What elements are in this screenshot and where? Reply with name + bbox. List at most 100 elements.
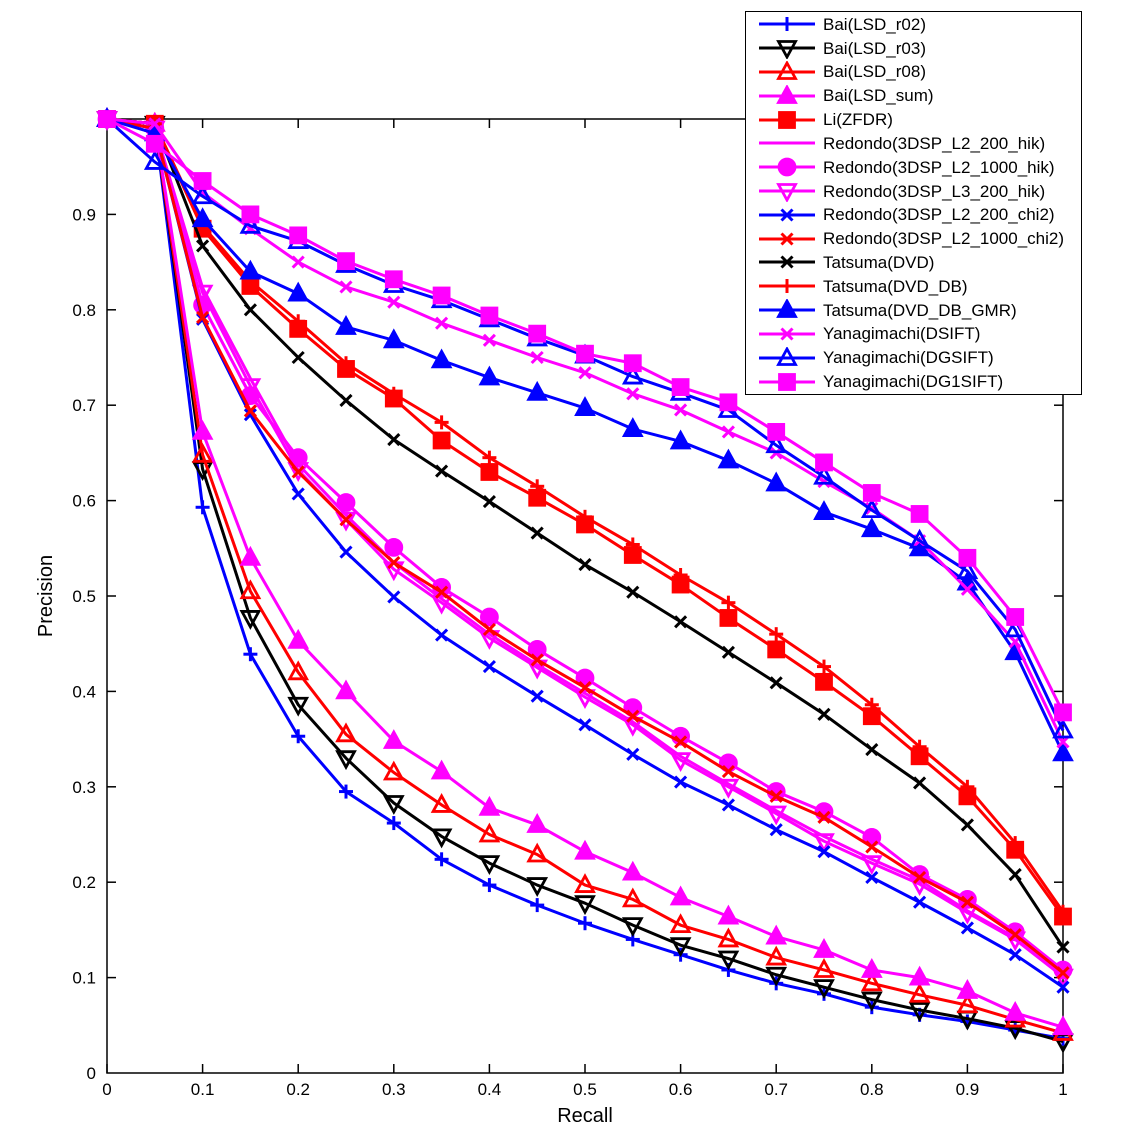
series-marker [382, 328, 405, 349]
legend-item: Redondo(3DSP_L2_1000_hik) [746, 156, 1081, 179]
series-marker [578, 718, 592, 732]
series-marker [482, 450, 497, 465]
series-marker [1056, 940, 1070, 954]
series-marker [432, 431, 451, 450]
legend-marker [780, 232, 794, 246]
series-marker [387, 295, 401, 309]
legend-item: Bai(LSD_r03) [746, 37, 1081, 60]
x-tick-label: 1 [1058, 1080, 1067, 1099]
series-marker [387, 590, 401, 604]
series-marker [434, 415, 449, 430]
legend-marker [776, 183, 798, 202]
series-marker [765, 471, 788, 492]
series-marker [769, 823, 783, 837]
series-marker [817, 810, 831, 824]
series-marker [960, 895, 974, 909]
legend-item: Yanagimachi(DGSIFT) [746, 346, 1081, 369]
y-tick-label: 0.1 [72, 969, 96, 988]
legend-sample [759, 17, 815, 32]
series-marker [387, 556, 401, 570]
series-marker [291, 487, 305, 501]
series-marker [721, 798, 735, 812]
series-marker [430, 793, 453, 813]
series-marker [530, 479, 545, 494]
series-marker [339, 356, 353, 371]
series-marker [191, 207, 214, 228]
series-marker [432, 286, 451, 305]
series-Bai(LSD_r03) [96, 111, 1074, 1054]
series-marker [1006, 608, 1025, 626]
series-marker [673, 568, 688, 583]
series-marker [430, 828, 453, 849]
x-tick-label: 0 [102, 1080, 111, 1099]
series-marker [623, 354, 642, 373]
series-marker [626, 387, 640, 401]
legend-item: Tatsuma(DVD_DB_GMR) [746, 299, 1081, 322]
series-marker [767, 640, 786, 659]
legend-item: Bai(LSD_r02) [746, 13, 1081, 36]
series-marker [435, 464, 449, 478]
series-marker [815, 672, 833, 691]
series-marker [721, 425, 735, 439]
series-marker [339, 513, 353, 527]
x-tick-label: 0.3 [382, 1080, 406, 1099]
series-marker [865, 840, 879, 854]
series-marker [671, 378, 690, 396]
series-marker [243, 404, 257, 418]
series-marker [860, 855, 883, 876]
series-marker [625, 537, 640, 552]
series-marker [862, 484, 881, 502]
legend-item: Redondo(3DSP_L2_200_hik) [746, 132, 1081, 155]
series-line [106, 117, 1064, 976]
series-marker [386, 386, 401, 401]
series-marker [621, 417, 644, 437]
series-marker [530, 350, 544, 365]
legend-marker-icon [759, 232, 815, 246]
legend-sample [759, 255, 815, 269]
series-marker [382, 795, 405, 815]
y-tick-label: 0.3 [72, 778, 96, 797]
legend-item-label: Yanagimachi(DSIFT) [823, 324, 981, 344]
series-marker [335, 315, 357, 335]
legend-sample [759, 208, 815, 222]
series-marker [335, 511, 357, 532]
series-marker [291, 350, 305, 365]
series-marker [576, 344, 594, 363]
series-marker [478, 822, 501, 843]
series-marker [769, 676, 783, 690]
legend-marker [776, 84, 798, 104]
legend-marker-icon [759, 279, 815, 294]
series-marker [674, 735, 688, 749]
series-marker [196, 310, 210, 324]
legend-item-label: Redondo(3DSP_L2_1000_hik) [823, 157, 1055, 177]
series-line [106, 117, 1064, 978]
legend-sample [759, 232, 815, 246]
series-marker [765, 924, 788, 945]
series-marker [813, 979, 835, 1000]
series-marker [480, 306, 499, 325]
series-marker [148, 117, 162, 131]
series-marker [482, 660, 496, 674]
y-tick-label: 0 [87, 1064, 96, 1083]
series-marker [813, 833, 835, 854]
series-marker [960, 921, 974, 935]
series-marker [717, 904, 740, 925]
legend-marker-icon [759, 141, 815, 145]
legend-item-label: Tatsuma(DVD) [823, 252, 935, 272]
legend-marker-icon [759, 346, 815, 366]
series-marker [578, 509, 592, 524]
legend-sample [759, 279, 815, 294]
series-marker [574, 873, 596, 893]
series-marker [956, 993, 979, 1014]
series-marker [291, 729, 306, 744]
series-marker [287, 660, 310, 681]
series-curves [96, 107, 1074, 1054]
y-axis-label: Precision [35, 555, 57, 637]
series-marker [574, 689, 596, 710]
series-marker [908, 1002, 931, 1022]
series-marker [765, 433, 788, 454]
series-marker [339, 393, 353, 407]
series-marker [956, 904, 979, 925]
series-marker [669, 752, 692, 772]
series-marker [669, 913, 692, 934]
